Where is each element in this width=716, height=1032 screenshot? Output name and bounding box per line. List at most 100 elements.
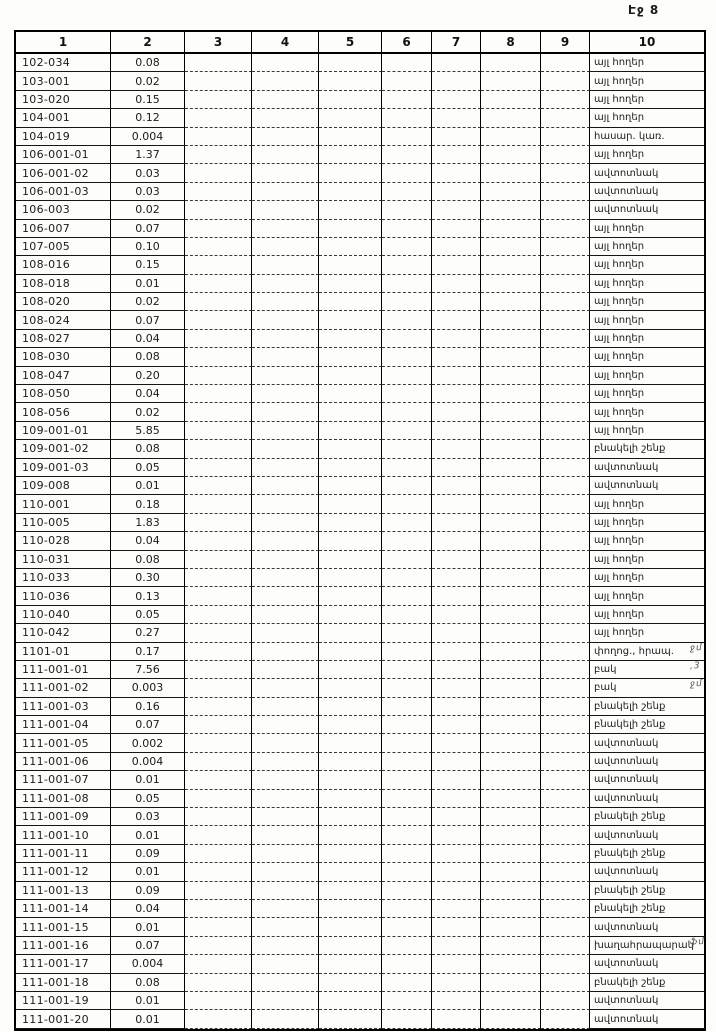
table-row: 106-001-03 0.03 ավտոտնակ [16,182,705,202]
land-use-cell: ավտոտնակ [590,771,705,790]
area-value-cell: 0.09 [111,881,185,900]
area-value-cell: 1.37 [111,145,185,165]
land-use-cell: ավտոտնակ [590,918,705,937]
empty-cell [432,863,481,882]
empty-cell [541,293,590,312]
table-row: 108-027 0.04 այլ հողեր [16,329,705,349]
table-row: 110-001 0.18 այլ հողեր [16,495,705,514]
parcel-id-cell: 109-008 [16,476,111,496]
empty-cell [252,624,319,643]
empty-cell [382,164,432,183]
empty-cell [252,237,319,257]
parcel-id-cell: 109-001-01 [16,421,111,441]
area-value-cell: 0.004 [111,752,185,772]
empty-cell [541,513,590,533]
empty-cell [185,771,252,790]
empty-cell [481,918,541,937]
empty-cell [252,440,319,459]
empty-cell [382,421,432,441]
empty-cell [541,219,590,238]
empty-cell [382,826,432,845]
area-value-cell: 0.12 [111,109,185,128]
empty-cell [185,348,252,367]
empty-cell [252,164,319,183]
empty-cell [252,642,319,661]
empty-cell [319,348,382,367]
empty-cell [319,366,382,386]
empty-cell [432,164,481,183]
table-row: 106-007 0.07 այլ հողեր [16,219,705,238]
empty-cell [432,1010,481,1029]
empty-cell [382,844,432,864]
empty-cell [481,991,541,1011]
area-value-cell: 0.13 [111,587,185,606]
header-row: 1 2 3 4 5 6 7 8 9 10 [16,32,705,54]
empty-cell [541,403,590,422]
land-use-cell: այլ հողեր [590,568,705,588]
parcel-id-cell: 111-001-04 [16,716,111,735]
land-use-cell: այլ հողեր [590,274,705,294]
empty-cell [432,109,481,128]
empty-cell [382,568,432,588]
empty-cell [481,679,541,698]
empty-cell [382,587,432,606]
area-value-cell: 0.01 [111,918,185,937]
parcel-id-cell: 108-016 [16,256,111,275]
empty-cell [481,440,541,459]
empty-cell [481,826,541,845]
empty-cell [541,458,590,477]
land-use-cell: բնակելի շենք [590,844,705,864]
empty-cell [319,679,382,698]
empty-cell [382,863,432,882]
empty-cell [185,72,252,91]
parcel-id-cell: 111-001-08 [16,789,111,809]
parcel-id-cell: 108-056 [16,403,111,422]
empty-cell [252,973,319,992]
empty-cell [432,145,481,165]
parcel-id-cell: 106-001-01 [16,145,111,165]
empty-cell [432,955,481,974]
empty-cell [252,991,319,1011]
empty-cell [481,293,541,312]
empty-cell [252,127,319,146]
empty-cell [382,476,432,496]
empty-cell [319,329,382,349]
empty-cell [252,366,319,386]
area-value-cell: 0.18 [111,495,185,514]
empty-cell [382,182,432,202]
empty-cell [319,532,382,551]
area-value-cell: 0.003 [111,679,185,698]
empty-cell [185,716,252,735]
empty-cell [481,624,541,643]
empty-cell [541,550,590,569]
empty-cell [319,660,382,680]
area-value-cell: 0.01 [111,863,185,882]
empty-cell [432,734,481,753]
empty-cell [432,385,481,404]
empty-cell [252,385,319,404]
parcel-id-cell: 111-001-11 [16,844,111,864]
empty-cell [541,348,590,367]
table-header: 1 2 3 4 5 6 7 8 9 10 [16,32,705,54]
land-use-cell: այլ հողեր [590,72,705,91]
empty-cell [319,881,382,900]
parcel-id-cell: 111-001-20 [16,1010,111,1029]
column-header-4: 4 [252,32,319,54]
land-use-cell: ավտոտնակ [590,734,705,753]
empty-cell [481,145,541,165]
empty-cell [481,697,541,717]
area-value-cell: 0.02 [111,72,185,91]
area-value-cell: 0.07 [111,936,185,956]
land-use-cell: բակ [590,679,705,698]
land-use-cell: բնակելի շենք [590,697,705,717]
empty-cell [252,293,319,312]
parcel-id-cell: 108-047 [16,366,111,386]
cadastre-table: 1 2 3 4 5 6 7 8 9 10 102-034 0.08 այլ հողեր 103-001 0… [14,30,706,1031]
parcel-id-cell: 104-001 [16,109,111,128]
area-value-cell: 0.05 [111,789,185,809]
empty-cell [319,808,382,827]
empty-cell [432,532,481,551]
empty-cell [185,899,252,919]
table-row: 108-047 0.20 այլ հողեր [16,366,705,386]
land-use-cell: ավտոտնակ [590,789,705,809]
